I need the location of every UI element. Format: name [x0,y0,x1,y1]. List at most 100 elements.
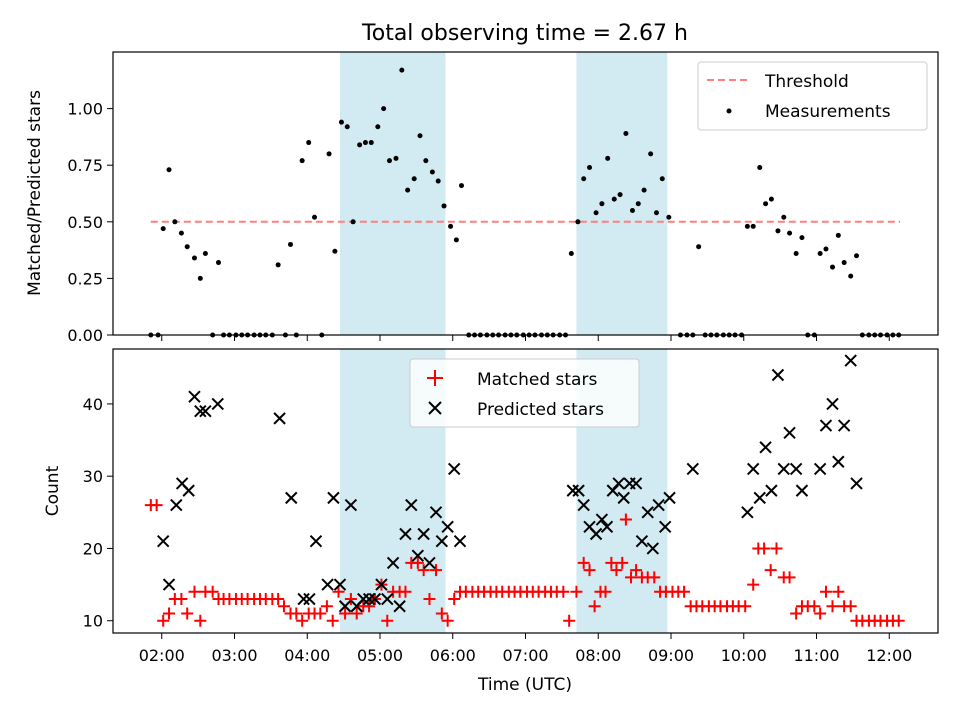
measurement-point-82 [648,151,654,157]
measurement-point-79 [629,207,635,213]
matched-star-marker-84 [648,571,661,584]
predicted-star-marker-69 [832,455,845,468]
bottom-y-tick-label-1: 20 [83,539,103,558]
measurement-point-81 [641,187,647,193]
measurement-point-84 [659,176,665,182]
top-y-tick-label-0: 0.00 [67,326,103,345]
predicted-star-marker-57 [747,462,760,476]
predicted-star-marker-33 [435,535,449,548]
x-axis-label: Time (UTC) [477,675,572,695]
measurement-point-85 [666,214,672,220]
measurement-point-38 [381,106,387,112]
measurement-point-3 [166,167,172,173]
measurement-point-44 [417,133,423,139]
predicted-star-marker-51 [646,542,660,555]
measurement-point-29 [326,151,332,157]
legend-matched-swatch [427,370,443,386]
predicted-star-marker-34 [441,520,454,533]
matched-star-marker-8 [194,614,207,627]
predicted-star-marker-65 [795,484,809,497]
measurement-point-69 [568,250,574,256]
predicted-star-marker-63 [783,426,796,440]
legend-measurement-swatch [726,108,732,114]
measurement-point-100 [763,201,769,207]
measurement-point-8 [197,275,203,281]
matched-star-marker-114 [832,585,845,598]
measurement-point-41 [399,67,405,73]
predicted-star-marker-39 [577,498,590,512]
measurement-point-9 [202,250,208,256]
measurement-point-75 [605,155,611,161]
measurement-point-23 [288,241,294,247]
matched-star-marker-44 [411,556,424,569]
top-y-tick-label-1: 0.25 [67,269,103,288]
measurement-point-71 [581,176,587,182]
bottom-y-tick-label-0: 10 [83,612,103,631]
predicted-star-marker-62 [777,462,790,476]
predicted-star-marker-1 [162,578,176,591]
matched-star-marker-72 [583,564,596,577]
predicted-star-marker-9 [273,412,286,425]
matched-star-marker-110 [808,600,821,613]
predicted-star-marker-24 [381,592,394,606]
matched-star-marker-30 [326,614,339,627]
measurement-point-36 [368,140,374,146]
matched-star-marker-100 [747,578,760,591]
top-panel: 0.00 0.25 0.50 0.75 1.00 Matched/Predicted s… [25,51,939,345]
predicted-star-marker-13 [309,535,323,548]
measurement-point-33 [350,219,356,225]
matched-star-marker-106 [783,571,796,584]
matched-star-marker-39 [381,614,394,627]
predicted-star-marker-22 [368,592,382,606]
measurement-point-37 [375,124,381,130]
measurement-point-46 [429,169,435,175]
matched-star-marker-78 [616,556,629,569]
predicted-star-marker-36 [453,535,467,548]
predicted-star-marker-54 [663,491,676,505]
predicted-star-marker-20 [357,592,370,606]
matched-star-marker-42 [399,585,412,598]
measurement-point-51 [458,183,464,189]
predicted-star-marker-14 [321,578,334,591]
measurement-point-39 [386,158,392,164]
matched-star-marker-3 [163,607,176,620]
measurement-point-50 [453,237,459,243]
predicted-star-marker-35 [447,462,461,476]
predicted-star-marker-8 [211,397,224,411]
predicted-star-marker-60 [765,484,778,497]
predicted-star-marker-59 [759,441,772,454]
matched-star-marker-71 [577,556,590,569]
predicted-star-marker-43 [600,520,614,533]
matched-star-marker-103 [764,564,777,577]
matched-star-marker-36 [363,600,376,613]
measurement-point-4 [172,219,178,225]
matched-star-marker-32 [339,607,352,620]
predicted-star-marker-6 [194,404,207,418]
predicted-star-marker-16 [333,578,347,591]
matched-star-marker-89 [678,585,691,598]
bottom-legend: Matched stars Predicted stars [409,358,640,428]
predicted-star-marker-31 [423,556,436,570]
matched-star-marker-102 [758,542,771,555]
x-tick-label-9: 11:00 [793,646,839,665]
predicted-star-marker-41 [589,527,603,541]
predicted-star-marker-42 [595,513,609,526]
x-tick-label-2: 04:00 [284,646,330,665]
matched-star-marker-7 [188,585,201,598]
matched-star-marker-80 [624,571,637,584]
bottom-legend-box [409,358,640,428]
predicted-star-marker-0 [156,535,170,548]
matched-star-marker-124 [892,614,905,627]
predicted-star-marker-17 [338,600,352,613]
predicted-star-marker-29 [411,549,425,562]
x-tick-label-3: 05:00 [357,646,403,665]
x-tick-label-4: 06:00 [430,646,476,665]
matched-star-marker-76 [605,556,618,569]
predicted-star-marker-55 [686,462,700,476]
matched-star-marker-50 [448,593,461,606]
measurement-point-102 [775,228,781,234]
measurement-point-109 [817,250,823,256]
matched-star-marker-21 [272,593,285,606]
x-tick-label-10: 12:00 [866,646,912,665]
